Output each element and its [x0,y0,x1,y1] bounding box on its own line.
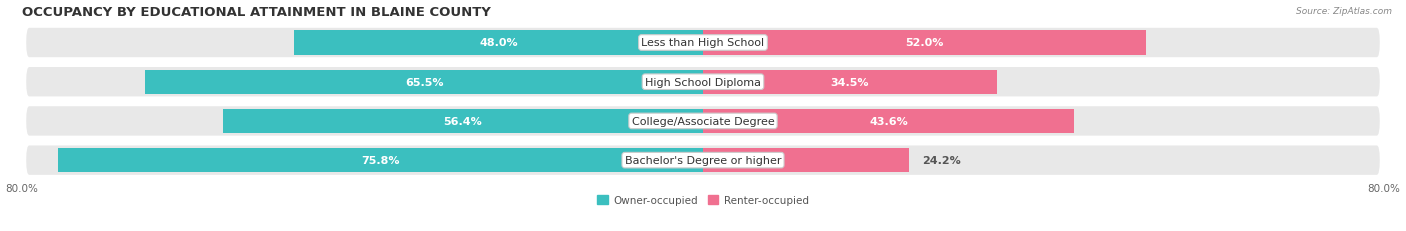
Bar [58,148,703,173]
Text: 75.8%: 75.8% [361,155,399,165]
Bar [703,148,910,173]
Bar [703,109,1074,134]
FancyBboxPatch shape [27,68,1379,97]
Text: 24.2%: 24.2% [922,155,960,165]
Bar [703,70,997,94]
Legend: Owner-occupied, Renter-occupied: Owner-occupied, Renter-occupied [593,191,813,209]
Text: Bachelor's Degree or higher: Bachelor's Degree or higher [624,155,782,165]
Text: 34.5%: 34.5% [831,77,869,87]
Text: 52.0%: 52.0% [905,38,943,48]
Bar [294,31,703,55]
Text: 48.0%: 48.0% [479,38,517,48]
Text: Less than High School: Less than High School [641,38,765,48]
FancyBboxPatch shape [27,29,1379,58]
FancyBboxPatch shape [27,146,1379,175]
Text: High School Diploma: High School Diploma [645,77,761,87]
Text: College/Associate Degree: College/Associate Degree [631,116,775,126]
Bar [145,70,703,94]
Text: 65.5%: 65.5% [405,77,443,87]
Text: OCCUPANCY BY EDUCATIONAL ATTAINMENT IN BLAINE COUNTY: OCCUPANCY BY EDUCATIONAL ATTAINMENT IN B… [22,6,491,18]
Text: 56.4%: 56.4% [443,116,482,126]
Bar [224,109,703,134]
Bar [703,31,1146,55]
Text: 43.6%: 43.6% [869,116,908,126]
Text: Source: ZipAtlas.com: Source: ZipAtlas.com [1296,7,1392,16]
FancyBboxPatch shape [27,107,1379,136]
